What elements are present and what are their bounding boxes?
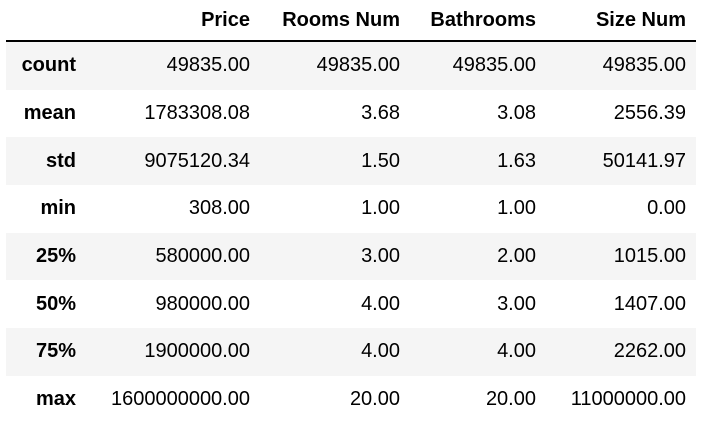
cell-price: 980000.00 xyxy=(86,280,260,329)
cell-size-num: 2556.39 xyxy=(546,89,696,138)
cell-price: 49835.00 xyxy=(86,41,260,90)
table-row-count: count 49835.00 49835.00 49835.00 49835.0… xyxy=(6,41,696,90)
cell-price: 1600000000.00 xyxy=(86,375,260,424)
cell-size-num: 49835.00 xyxy=(546,41,696,90)
cell-rooms-num: 3.00 xyxy=(260,232,410,281)
cell-size-num: 50141.97 xyxy=(546,137,696,186)
cell-size-num: 2262.00 xyxy=(546,328,696,376)
cell-bathrooms: 2.00 xyxy=(410,232,546,281)
row-label: 25% xyxy=(6,232,86,281)
cell-bathrooms: 4.00 xyxy=(410,328,546,376)
table-row-75-percent: 75% 1900000.00 4.00 4.00 2262.00 xyxy=(6,328,696,376)
cell-bathrooms: 1.00 xyxy=(410,185,546,233)
row-label: mean xyxy=(6,89,86,138)
cell-price: 580000.00 xyxy=(86,232,260,281)
table-header: Price Rooms Num Bathrooms Size Num xyxy=(6,0,696,42)
cell-price: 308.00 xyxy=(86,185,260,233)
table-row-mean: mean 1783308.08 3.68 3.08 2556.39 xyxy=(6,89,696,138)
header-price: Price xyxy=(86,0,260,42)
cell-bathrooms: 1.63 xyxy=(410,137,546,186)
cell-rooms-num: 20.00 xyxy=(260,375,410,424)
table-body: count 49835.00 49835.00 49835.00 49835.0… xyxy=(6,41,696,424)
table-row-std: std 9075120.34 1.50 1.63 50141.97 xyxy=(6,137,696,186)
row-label: min xyxy=(6,185,86,233)
row-label: 75% xyxy=(6,328,86,376)
cell-rooms-num: 1.50 xyxy=(260,137,410,186)
row-label: max xyxy=(6,375,86,424)
cell-price: 1900000.00 xyxy=(86,328,260,376)
cell-size-num: 11000000.00 xyxy=(546,375,696,424)
row-label: 50% xyxy=(6,280,86,329)
summary-statistics-table: Price Rooms Num Bathrooms Size Num count… xyxy=(6,0,696,424)
header-rooms-num: Rooms Num xyxy=(260,0,410,42)
header-index-blank xyxy=(6,0,86,42)
cell-bathrooms: 20.00 xyxy=(410,375,546,424)
row-label: std xyxy=(6,137,86,186)
row-label: count xyxy=(6,41,86,90)
cell-bathrooms: 3.00 xyxy=(410,280,546,329)
table-row-max: max 1600000000.00 20.00 20.00 11000000.0… xyxy=(6,375,696,424)
cell-price: 1783308.08 xyxy=(86,89,260,138)
cell-bathrooms: 49835.00 xyxy=(410,41,546,90)
cell-size-num: 1015.00 xyxy=(546,232,696,281)
cell-rooms-num: 4.00 xyxy=(260,280,410,329)
cell-rooms-num: 4.00 xyxy=(260,328,410,376)
header-bathrooms: Bathrooms xyxy=(410,0,546,42)
table-row-50-percent: 50% 980000.00 4.00 3.00 1407.00 xyxy=(6,280,696,329)
cell-size-num: 1407.00 xyxy=(546,280,696,329)
cell-rooms-num: 49835.00 xyxy=(260,41,410,90)
header-size-num: Size Num xyxy=(546,0,696,42)
table-row-25-percent: 25% 580000.00 3.00 2.00 1015.00 xyxy=(6,232,696,281)
cell-bathrooms: 3.08 xyxy=(410,89,546,138)
cell-rooms-num: 3.68 xyxy=(260,89,410,138)
header-row: Price Rooms Num Bathrooms Size Num xyxy=(6,0,696,42)
cell-price: 9075120.34 xyxy=(86,137,260,186)
cell-rooms-num: 1.00 xyxy=(260,185,410,233)
cell-size-num: 0.00 xyxy=(546,185,696,233)
table-row-min: min 308.00 1.00 1.00 0.00 xyxy=(6,185,696,233)
